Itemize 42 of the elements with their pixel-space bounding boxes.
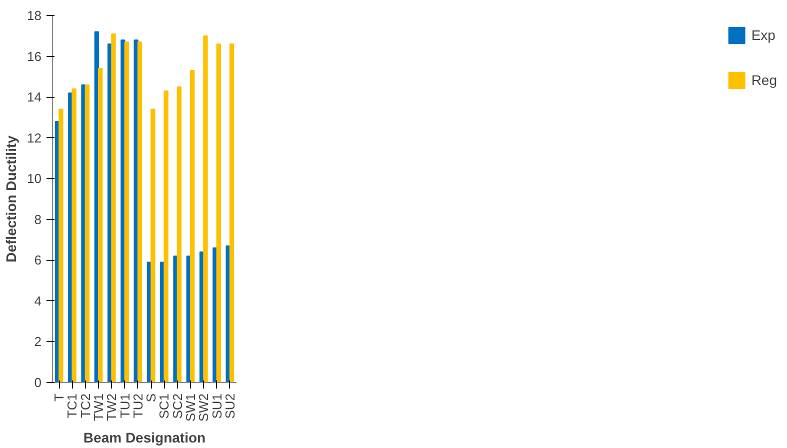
bar bbox=[229, 44, 234, 382]
y-tick-label: 8 bbox=[34, 212, 42, 227]
x-tick-label: SC2 bbox=[170, 393, 185, 419]
x-tick-label: T bbox=[52, 393, 67, 402]
bar bbox=[190, 70, 195, 382]
x-axis-title: Beam Designation bbox=[83, 430, 206, 446]
bar bbox=[98, 68, 103, 382]
x-tick-label: TW2 bbox=[104, 393, 120, 421]
x-tick-label: TC2 bbox=[78, 393, 93, 418]
x-tick-label: SU2 bbox=[222, 393, 238, 419]
y-tick-label: 12 bbox=[27, 130, 42, 146]
bar bbox=[58, 108, 64, 382]
y-tick-label: 2 bbox=[34, 334, 42, 350]
y-tick-label: 16 bbox=[27, 48, 42, 64]
y-tick-label: 4 bbox=[34, 293, 42, 308]
bar bbox=[124, 42, 129, 382]
x-tick-label: SC1 bbox=[156, 393, 172, 419]
bar bbox=[150, 108, 156, 382]
y-axis-title: Deflection Ductility bbox=[3, 135, 20, 262]
y-tick-label: 10 bbox=[27, 171, 42, 186]
x-tick-label: SW2 bbox=[196, 394, 212, 422]
x-tick-label: SU1 bbox=[209, 393, 224, 419]
bar bbox=[137, 42, 142, 382]
bar bbox=[72, 88, 76, 382]
bar bbox=[176, 86, 182, 382]
x-tick-label: TC1 bbox=[64, 393, 80, 418]
legend-label: Reg bbox=[751, 72, 777, 88]
x-tick-label: S bbox=[144, 393, 159, 402]
bar bbox=[216, 44, 221, 382]
y-tick-label: 18 bbox=[27, 8, 42, 23]
bar bbox=[203, 35, 208, 382]
x-tick-label: SW1 bbox=[183, 394, 198, 422]
y-tick-label: 6 bbox=[34, 252, 42, 268]
x-tick-label: TU1 bbox=[117, 393, 132, 418]
bar bbox=[111, 33, 116, 382]
y-tick-label: 14 bbox=[27, 90, 42, 105]
x-tick-label: TU2 bbox=[130, 393, 146, 418]
y-tick-label: 0 bbox=[34, 375, 42, 390]
bar bbox=[164, 90, 168, 382]
bar bbox=[84, 84, 90, 382]
legend-label: Exp bbox=[751, 27, 776, 43]
x-tick-label: TW1 bbox=[91, 393, 106, 421]
